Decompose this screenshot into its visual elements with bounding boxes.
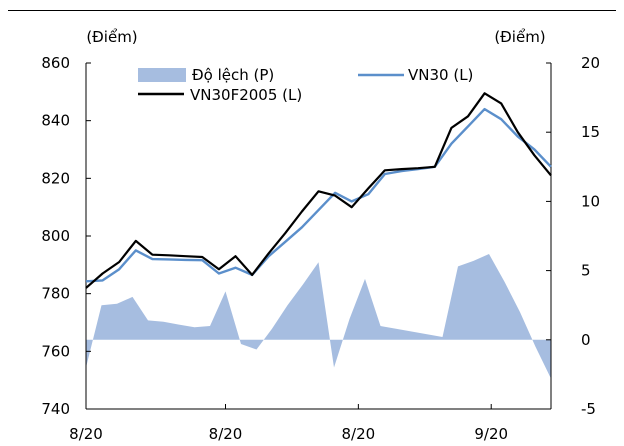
right-tick-label: 10 xyxy=(581,192,600,210)
axes-layer: 740 760 780 800 820 840 860 -5 0 5 10 15 20 8/20 8/20 8… xyxy=(41,54,600,443)
series-area-do-lech xyxy=(86,254,551,379)
legend-label: VN30 (L) xyxy=(408,66,473,84)
right-tick-label: 15 xyxy=(581,123,600,141)
legend-swatch-area xyxy=(138,68,186,82)
left-tick-label: 740 xyxy=(41,400,70,418)
area-layer xyxy=(86,254,551,379)
right-tick-label: 20 xyxy=(581,54,600,72)
lines-layer xyxy=(85,92,552,289)
right-tick-label: -5 xyxy=(581,400,596,418)
left-tick-label: 820 xyxy=(41,169,70,187)
top-rule xyxy=(8,10,616,11)
series-line-vn30f2005-l xyxy=(85,92,552,289)
right-axis-unit: (Điểm) xyxy=(494,28,545,46)
legend: Độ lệch (P) VN30 (L) VN30F2005 (L) xyxy=(138,66,473,104)
left-tick-label: 800 xyxy=(41,227,70,245)
left-tick-label: 860 xyxy=(41,54,70,72)
left-tick-label: 760 xyxy=(41,342,70,360)
x-tick-label: 9/20 xyxy=(474,425,508,443)
legend-label: Độ lệch (P) xyxy=(192,66,274,84)
right-tick-label: 0 xyxy=(581,331,591,349)
right-tick-label: 5 xyxy=(581,262,591,280)
x-tick-label: 8/20 xyxy=(209,425,243,443)
x-tick-label: 8/20 xyxy=(69,425,103,443)
left-tick-label: 840 xyxy=(41,112,70,130)
left-axis-unit: (Điểm) xyxy=(86,28,137,46)
series-line-vn30-l xyxy=(85,107,552,283)
left-tick-label: 780 xyxy=(41,285,70,303)
x-tick-label: 8/20 xyxy=(342,425,376,443)
legend-label: VN30F2005 (L) xyxy=(190,86,302,104)
